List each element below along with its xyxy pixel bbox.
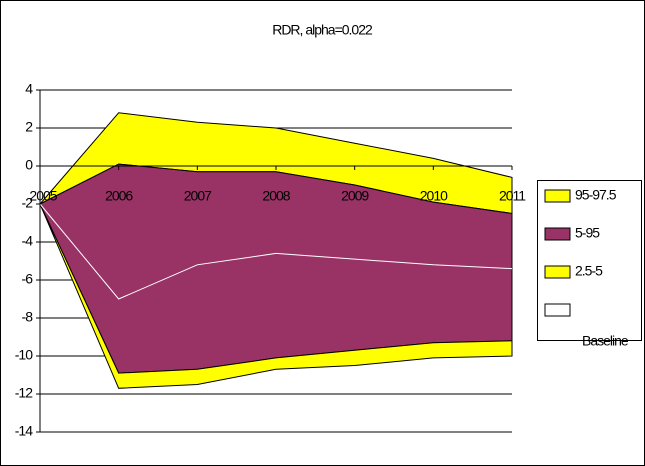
x-tick-label: 2006 xyxy=(105,188,133,204)
legend-swatch xyxy=(544,189,571,203)
y-tick-label: -6 xyxy=(22,271,34,287)
band xyxy=(39,203,513,389)
legend-label: Baseline xyxy=(582,333,629,349)
x-tick-label: 2010 xyxy=(420,188,448,204)
x-tick-label: 2009 xyxy=(341,188,369,204)
y-tick-label: -12 xyxy=(15,385,33,401)
y-tick-label: -10 xyxy=(15,347,33,363)
y-tick-label: -8 xyxy=(22,309,34,325)
y-tick-label: 4 xyxy=(25,81,33,97)
x-tick-label: 2005 xyxy=(29,188,57,204)
legend-label: 2.5-5 xyxy=(575,263,603,279)
chart-title: RDR, alpha=0.022 xyxy=(272,22,373,38)
legend-swatch xyxy=(544,303,571,317)
legend-swatch xyxy=(544,265,571,279)
legend-swatch xyxy=(544,227,571,241)
y-tick-label: -4 xyxy=(22,233,34,249)
x-tick-label: 2011 xyxy=(499,188,526,204)
x-tick-label: 2007 xyxy=(184,188,212,204)
x-tick-label: 2008 xyxy=(262,188,290,204)
y-tick-label: 2 xyxy=(25,119,33,135)
legend-label: 5-95 xyxy=(575,225,600,241)
y-tick-label: -14 xyxy=(15,423,33,439)
legend-label: 95-97.5 xyxy=(575,187,617,203)
y-tick-label: -2 xyxy=(22,195,34,211)
y-tick-label: 0 xyxy=(25,157,33,173)
baseline-line xyxy=(39,203,513,300)
